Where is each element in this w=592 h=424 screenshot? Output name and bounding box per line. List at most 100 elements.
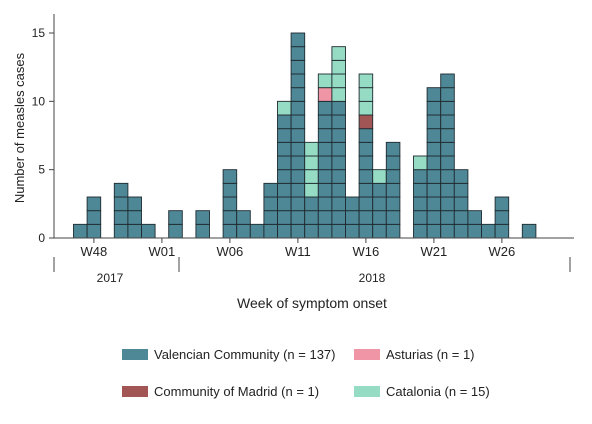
legend-swatch bbox=[354, 349, 380, 360]
y-tick-label: 0 bbox=[38, 231, 45, 245]
case-cell bbox=[331, 196, 346, 212]
case-cell bbox=[358, 169, 374, 184]
legend-label: Valencian Community (n = 137) bbox=[154, 347, 336, 362]
case-cell bbox=[426, 155, 442, 171]
case-cell bbox=[331, 73, 346, 89]
case-cell bbox=[317, 210, 333, 225]
case-cell bbox=[426, 223, 442, 239]
case-cell bbox=[372, 223, 387, 239]
case-cell bbox=[331, 169, 346, 184]
case-cell bbox=[467, 210, 482, 225]
case-cell bbox=[222, 169, 238, 184]
legend-swatch bbox=[354, 386, 380, 397]
case-cell bbox=[426, 128, 442, 143]
case-cell bbox=[317, 155, 333, 171]
case-cell bbox=[290, 182, 306, 198]
case-cell bbox=[358, 73, 374, 89]
case-cell bbox=[304, 155, 319, 171]
case-cell bbox=[426, 169, 442, 184]
case-cell bbox=[331, 87, 346, 102]
case-cell bbox=[385, 182, 401, 198]
case-cell bbox=[290, 100, 306, 116]
case-cell bbox=[141, 223, 156, 239]
case-cell bbox=[494, 210, 510, 225]
case-cell bbox=[331, 155, 346, 171]
case-cell bbox=[426, 87, 442, 102]
case-cell bbox=[440, 196, 455, 212]
case-cell bbox=[317, 223, 333, 239]
case-cell bbox=[290, 223, 306, 239]
case-cell bbox=[317, 182, 333, 198]
case-cell bbox=[290, 196, 306, 212]
case-cell bbox=[263, 196, 278, 212]
x-tick-label: W48 bbox=[81, 244, 108, 259]
case-cell bbox=[222, 210, 238, 225]
axes-layer bbox=[53, 14, 574, 272]
case-cell bbox=[290, 46, 306, 61]
case-cell bbox=[385, 196, 401, 212]
case-cell bbox=[317, 141, 333, 157]
case-cell bbox=[494, 196, 510, 212]
case-cell bbox=[304, 182, 319, 198]
case-cell bbox=[372, 182, 387, 198]
case-cell bbox=[290, 59, 306, 75]
year-label: 2017 bbox=[97, 271, 124, 285]
case-cell bbox=[331, 141, 346, 157]
case-cell bbox=[385, 141, 401, 157]
case-cell bbox=[86, 210, 102, 225]
case-cell bbox=[277, 141, 292, 157]
case-cell bbox=[113, 182, 129, 198]
year-labels-layer: 2017 2018 bbox=[97, 271, 386, 285]
case-cell bbox=[331, 100, 346, 116]
case-cell bbox=[385, 155, 401, 171]
case-cell bbox=[127, 223, 142, 239]
legend-swatch bbox=[122, 349, 148, 360]
case-cell bbox=[127, 210, 142, 225]
case-cell bbox=[277, 114, 292, 130]
case-cell bbox=[358, 141, 374, 157]
legend-swatch bbox=[122, 386, 148, 397]
case-cell bbox=[440, 223, 455, 239]
case-cell bbox=[413, 223, 428, 239]
case-cell bbox=[358, 210, 374, 225]
case-cell bbox=[426, 141, 442, 157]
case-cell bbox=[481, 223, 496, 239]
case-cell bbox=[426, 182, 442, 198]
case-cell bbox=[195, 210, 210, 225]
case-cell bbox=[358, 155, 374, 171]
legend-label: Community of Madrid (n = 1) bbox=[154, 384, 319, 399]
case-cell bbox=[426, 210, 442, 225]
case-cell bbox=[453, 223, 469, 239]
case-cell bbox=[440, 87, 455, 102]
case-cell bbox=[277, 182, 292, 198]
case-cell bbox=[277, 155, 292, 171]
case-cell bbox=[440, 141, 455, 157]
case-cell bbox=[304, 141, 319, 157]
case-cell bbox=[317, 169, 333, 184]
case-cell bbox=[236, 210, 251, 225]
case-cell bbox=[86, 196, 102, 212]
case-cell bbox=[86, 223, 102, 239]
case-cell bbox=[440, 169, 455, 184]
case-cell bbox=[331, 128, 346, 143]
case-cell bbox=[440, 155, 455, 171]
case-cell bbox=[521, 223, 537, 239]
case-cell bbox=[413, 155, 428, 171]
case-cell bbox=[413, 182, 428, 198]
case-cell bbox=[317, 114, 333, 130]
case-cell bbox=[290, 32, 306, 48]
year-label: 2018 bbox=[359, 271, 386, 285]
case-cell bbox=[331, 59, 346, 75]
x-tick-label: W01 bbox=[149, 244, 176, 259]
case-cell bbox=[290, 141, 306, 157]
case-cell bbox=[331, 182, 346, 198]
case-cell bbox=[440, 128, 455, 143]
case-cell bbox=[413, 210, 428, 225]
case-cell bbox=[304, 196, 319, 212]
y-tick-label: 10 bbox=[32, 94, 46, 108]
legend: Valencian Community (n = 137) Asturias (n… bbox=[122, 347, 490, 399]
legend-label: Asturias (n = 1) bbox=[386, 347, 475, 362]
case-cell bbox=[453, 210, 469, 225]
case-cell bbox=[385, 169, 401, 184]
y-axis-label: Number of measles cases bbox=[12, 52, 27, 203]
